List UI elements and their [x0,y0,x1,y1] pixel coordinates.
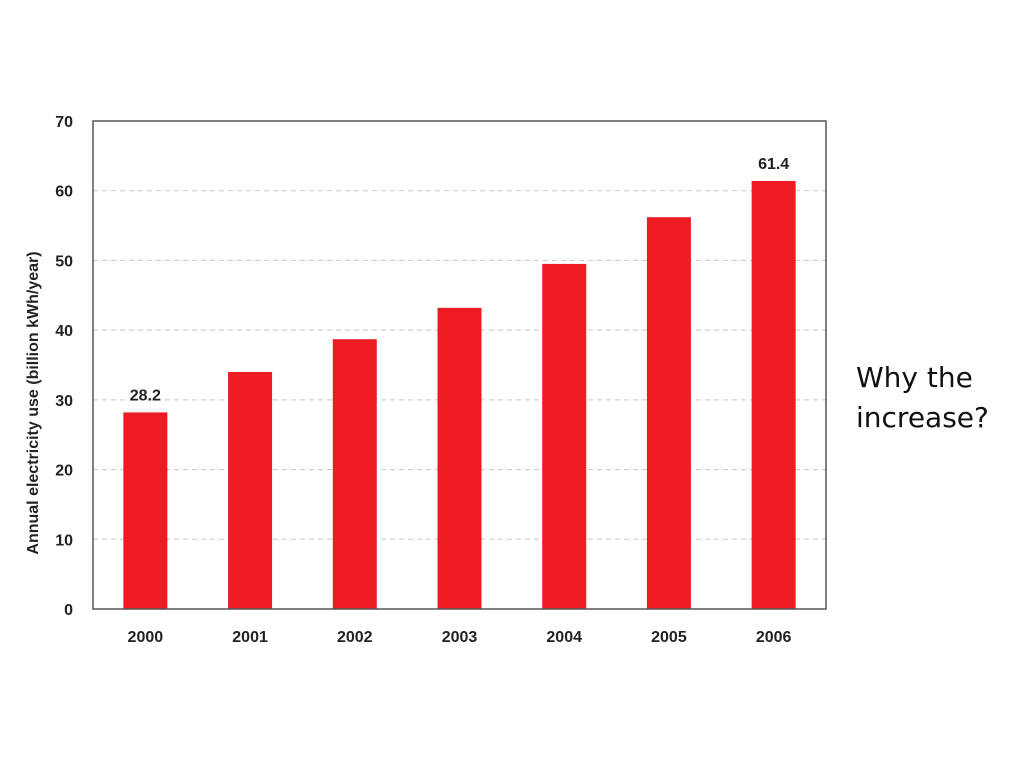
bar-2001 [228,371,273,609]
bar-2005 [646,217,691,609]
bar-series [123,180,796,609]
x-tick-label: 2000 [128,629,164,646]
x-tick-label: 2001 [232,629,268,646]
x-axis-ticks: 2000 2001 2002 2003 2004 2005 2006 [128,629,792,646]
side-note-line-2: increase? [856,401,989,434]
x-tick-label: 2004 [546,629,582,646]
y-tick-label: 40 [55,323,73,340]
y-tick-label: 0 [64,602,73,619]
x-tick-label: 2006 [756,629,792,646]
y-axis-title: Annual electricity use (billion kWh/year… [25,251,42,554]
data-label-2000: 28.2 [130,387,161,404]
bar-2000 [123,412,168,609]
bar-2002 [332,339,377,609]
x-tick-label: 2002 [337,629,373,646]
y-tick-label: 20 [55,463,73,480]
plot-frame [92,120,827,610]
y-tick-label: 50 [55,253,73,270]
bar-2003 [437,307,482,609]
x-tick-label: 2005 [651,629,687,646]
bar-2004 [542,263,587,609]
side-note: Why the increase? [856,358,1016,438]
y-tick-label: 30 [55,393,73,410]
x-tick-label: 2003 [442,629,478,646]
y-axis-ticks: 0 10 20 30 40 50 60 70 [55,114,73,619]
y-tick-label: 60 [55,184,73,201]
side-note-line-1: Why the [856,361,973,394]
y-tick-label: 10 [55,532,73,549]
data-label-2006: 61.4 [758,156,789,173]
bar-2006 [751,180,796,609]
y-tick-label: 70 [55,114,73,131]
data-labels: 28.2 61.4 [130,156,790,404]
